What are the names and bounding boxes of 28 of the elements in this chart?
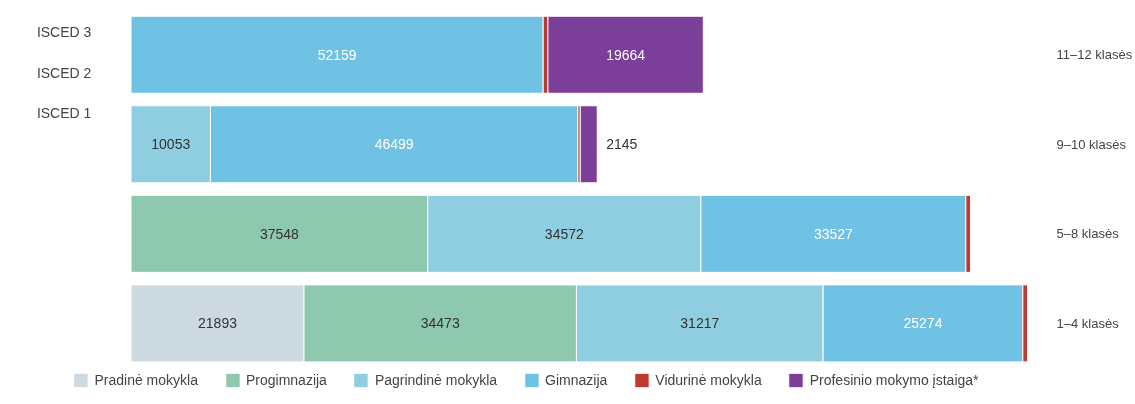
data-label: 10053	[151, 136, 191, 153]
data-label: 34473	[420, 315, 460, 332]
data-label: 37548	[259, 225, 300, 242]
legend-label: Pradinė mokykla	[94, 372, 198, 388]
data-label: 34572	[544, 225, 584, 242]
bar	[579, 105, 598, 184]
data-label: 46499	[374, 136, 414, 153]
data-label: 52159	[317, 46, 357, 63]
text: ISCED 1	[36, 104, 92, 121]
text: ISCED 2	[36, 64, 92, 81]
data-label: 21893	[198, 315, 238, 332]
legend-label: Progimnazija	[245, 372, 327, 388]
y-tick-label: 9–10 klasės	[1056, 136, 1127, 152]
legend-label: Profesinio mokymo įstaiga*	[809, 372, 979, 388]
data-label: 19664	[606, 46, 646, 63]
y-tick-label: 1–4 klasės	[1056, 315, 1120, 331]
bar	[130, 15, 544, 94]
legend-label: Gimnazija	[545, 372, 608, 388]
y-tick-label: 11–12 klasės	[1056, 47, 1133, 63]
legend-label: Vidurinė mokykla	[655, 372, 762, 388]
data-label: 2145	[606, 136, 638, 153]
text: ISCED 3	[36, 24, 92, 41]
bar	[547, 15, 704, 94]
legend-label: Pagrindinė mokykla	[374, 372, 498, 388]
data-label: 33527	[813, 225, 854, 242]
data-label: 25274	[903, 315, 943, 332]
y-tick-label: 5–8 klasės	[1056, 226, 1120, 242]
data-label: 31217	[680, 315, 720, 332]
